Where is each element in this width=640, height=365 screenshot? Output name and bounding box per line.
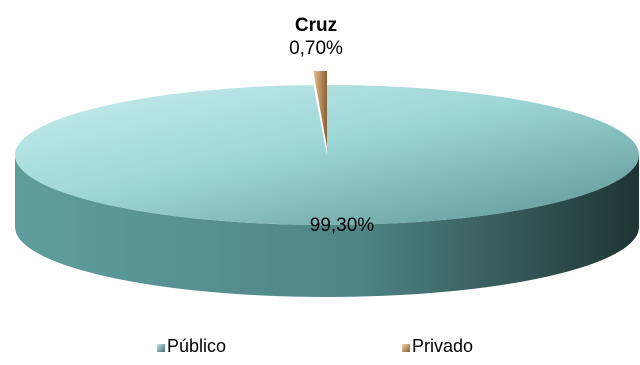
pie-slice-privado <box>313 71 327 150</box>
data-label-privado: 0,70% <box>289 38 343 59</box>
pie-side-publico <box>15 155 639 297</box>
chart-title: Cruz <box>295 15 337 36</box>
legend-label-privado: Privado <box>412 336 473 356</box>
pie-slice-publico <box>14 85 639 226</box>
legend: Público Privado <box>157 336 473 356</box>
legend-label-publico: Público <box>167 336 226 356</box>
legend-swatch-publico <box>157 344 165 352</box>
data-label-publico: 99,30% <box>310 215 375 236</box>
legend-swatch-privado <box>402 344 410 352</box>
